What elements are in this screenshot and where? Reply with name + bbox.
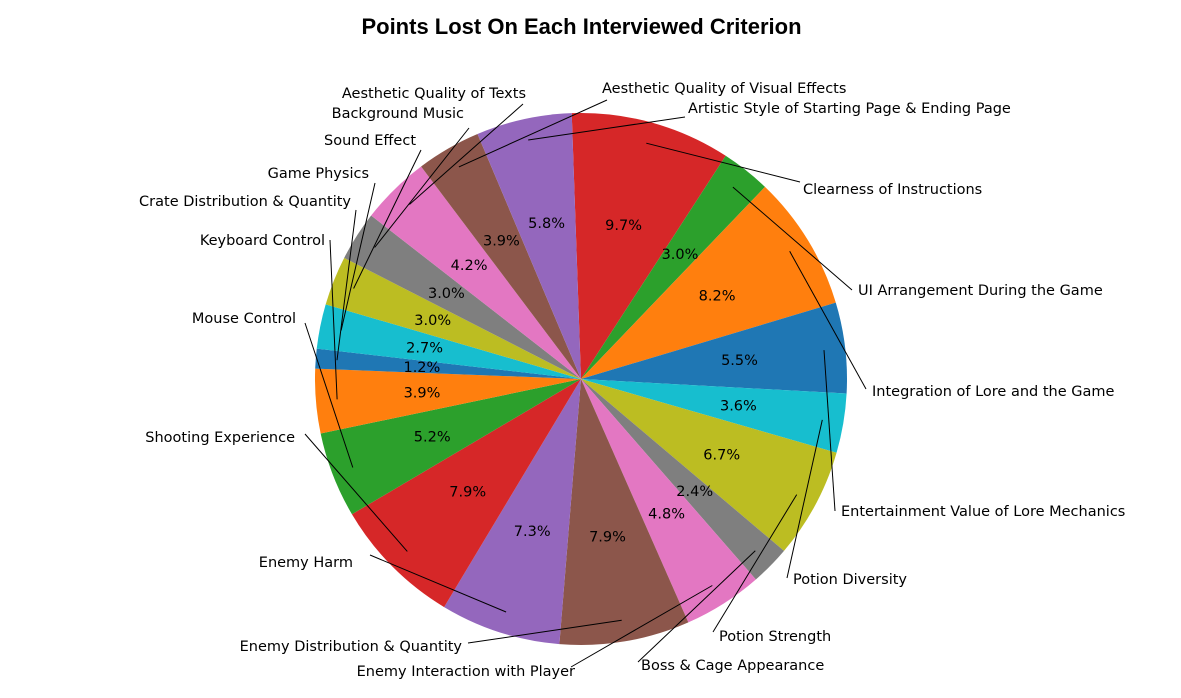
pie-slice-aesthetic-quality-of-texts — [371, 166, 581, 379]
percent-label-potion-strength: 6.7% — [703, 447, 740, 463]
slice-label-crate-distribution-and-quantity: Crate Distribution & Quantity — [139, 194, 351, 210]
percent-label-integration-of-lore-and-the-game: 8.2% — [699, 289, 736, 305]
slice-label-ui-arrangement-during-the-game: UI Arrangement During the Game — [858, 283, 1103, 299]
percent-label-enemy-interaction-with-player: 4.8% — [648, 507, 685, 523]
percent-label-ui-arrangement-during-the-game: 3.0% — [662, 247, 699, 263]
leader-line-artistic-style-of-starting-page-and-ending-page — [528, 116, 686, 141]
leader-line-aesthetic-quality-of-visual-effects — [458, 99, 608, 168]
slice-label-sound-effect: Sound Effect — [324, 133, 416, 149]
slice-label-keyboard-control: Keyboard Control — [200, 233, 325, 249]
percent-label-crate-distribution-and-quantity: 1.2% — [403, 360, 440, 376]
leader-line-ui-arrangement-during-the-game — [732, 186, 853, 291]
pie-slice-sound-effect — [325, 257, 581, 379]
percent-labels: 9.7% 3.0% 8.2% 5.5% 3.6% 6.7% 2.4% 4.8% 7.9% 7.3%… — [403, 216, 757, 545]
slice-labels: Clearness of Instructions UI Arrangement … — [139, 81, 1125, 680]
leader-line-integration-of-lore-and-the-game — [789, 251, 867, 390]
slice-label-enemy-interaction-with-player: Enemy Interaction with Player — [357, 664, 575, 680]
pie-slice-crate-distribution-and-quantity — [315, 348, 581, 379]
pie-slice-potion-diversity — [581, 379, 847, 453]
pie-slice-enemy-harm — [444, 379, 581, 645]
chart-title: Points Lost On Each Interviewed Criterio… — [361, 14, 802, 39]
slice-label-potion-diversity: Potion Diversity — [793, 572, 907, 588]
percent-label-clearness-of-instructions: 9.7% — [605, 218, 642, 234]
slice-label-artistic-style-of-starting-page-and-ending-page: Artistic Style of Starting Page & Ending… — [688, 101, 1011, 117]
pie-slice-game-physics — [316, 304, 581, 379]
percent-label-potion-diversity: 3.6% — [720, 399, 757, 415]
pie-slice-entertainment-value-of-lore-mechanics — [581, 302, 847, 394]
pie-slice-ui-arrangement-during-the-game — [581, 155, 765, 379]
percent-label-aesthetic-quality-of-texts: 4.2% — [451, 258, 488, 274]
pie-slice-enemy-interaction-with-player — [581, 379, 756, 623]
leader-line-potion-diversity — [786, 419, 823, 579]
slice-label-shooting-experience: Shooting Experience — [145, 430, 295, 446]
percent-label-background-music: 3.0% — [428, 286, 465, 302]
percent-label-mouse-control: 5.2% — [414, 430, 451, 446]
pie-slice-keyboard-control — [314, 368, 581, 434]
leader-line-sound-effect — [353, 149, 422, 289]
leader-line-game-physics — [340, 182, 376, 331]
slice-label-enemy-distribution-and-quantity: Enemy Distribution & Quantity — [240, 639, 463, 655]
pie-slice-mouse-control — [320, 379, 581, 515]
pie-slices — [314, 112, 847, 646]
pie-slice-aesthetic-quality-of-visual-effects — [421, 133, 581, 379]
percent-label-aesthetic-quality-of-visual-effects: 3.9% — [483, 234, 520, 250]
pie-slice-shooting-experience — [351, 379, 581, 608]
percent-label-shooting-experience: 7.9% — [449, 484, 486, 500]
pie-slice-background-music — [344, 215, 581, 379]
percent-label-entertainment-value-of-lore-mechanics: 5.5% — [721, 353, 758, 369]
slice-label-mouse-control: Mouse Control — [192, 311, 296, 327]
pie-slice-potion-strength — [581, 379, 837, 551]
leader-line-enemy-distribution-and-quantity — [467, 619, 622, 644]
percent-label-sound-effect: 3.0% — [414, 313, 451, 329]
leader-line-boss-and-cage-appearance — [637, 550, 756, 663]
leader-line-clearness-of-instructions — [646, 142, 801, 183]
slice-label-clearness-of-instructions: Clearness of Instructions — [803, 182, 982, 198]
leader-line-crate-distribution-and-quantity — [336, 209, 357, 361]
percent-label-keyboard-control: 3.9% — [404, 385, 441, 401]
percent-label-game-physics: 2.7% — [406, 340, 443, 356]
pie-slice-clearness-of-instructions — [571, 112, 726, 380]
percent-label-enemy-distribution-and-quantity: 7.9% — [589, 529, 626, 545]
slice-label-potion-strength: Potion Strength — [719, 629, 831, 645]
slice-label-aesthetic-quality-of-visual-effects: Aesthetic Quality of Visual Effects — [602, 81, 846, 97]
slice-label-boss-and-cage-appearance: Boss & Cage Appearance — [641, 658, 824, 674]
percent-label-enemy-harm: 7.3% — [514, 524, 551, 540]
pie-slice-enemy-distribution-and-quantity — [559, 379, 689, 646]
leader-line-entertainment-value-of-lore-mechanics — [823, 350, 836, 512]
slice-label-background-music: Background Music — [332, 106, 464, 122]
leader-line-background-music — [374, 127, 470, 248]
leader-line-shooting-experience — [304, 433, 408, 552]
leader-line-enemy-harm — [369, 554, 507, 613]
leader-line-enemy-interaction-with-player — [570, 585, 713, 668]
slice-label-enemy-harm: Enemy Harm — [259, 555, 353, 571]
pie-slice-integration-of-lore-and-the-game — [581, 186, 836, 379]
slice-label-entertainment-value-of-lore-mechanics: Entertainment Value of Lore Mechanics — [841, 504, 1125, 520]
slice-label-aesthetic-quality-of-texts: Aesthetic Quality of Texts — [342, 86, 526, 102]
leader-line-aesthetic-quality-of-texts — [409, 103, 524, 205]
slice-label-integration-of-lore-and-the-game: Integration of Lore and the Game — [872, 384, 1115, 400]
leader-line-keyboard-control — [329, 239, 338, 400]
pie-slice-artistic-style-of-starting-page-and-ending-page — [477, 113, 581, 379]
pie-slice-boss-and-cage-appearance — [581, 379, 785, 580]
label-leader-lines — [304, 99, 867, 668]
percent-label-artistic-style-of-starting-page-and-ending-page: 5.8% — [528, 216, 565, 232]
leader-line-mouse-control — [304, 322, 354, 468]
leader-line-potion-strength — [712, 494, 798, 633]
slice-label-game-physics: Game Physics — [268, 166, 369, 182]
percent-label-boss-and-cage-appearance: 2.4% — [676, 484, 713, 500]
